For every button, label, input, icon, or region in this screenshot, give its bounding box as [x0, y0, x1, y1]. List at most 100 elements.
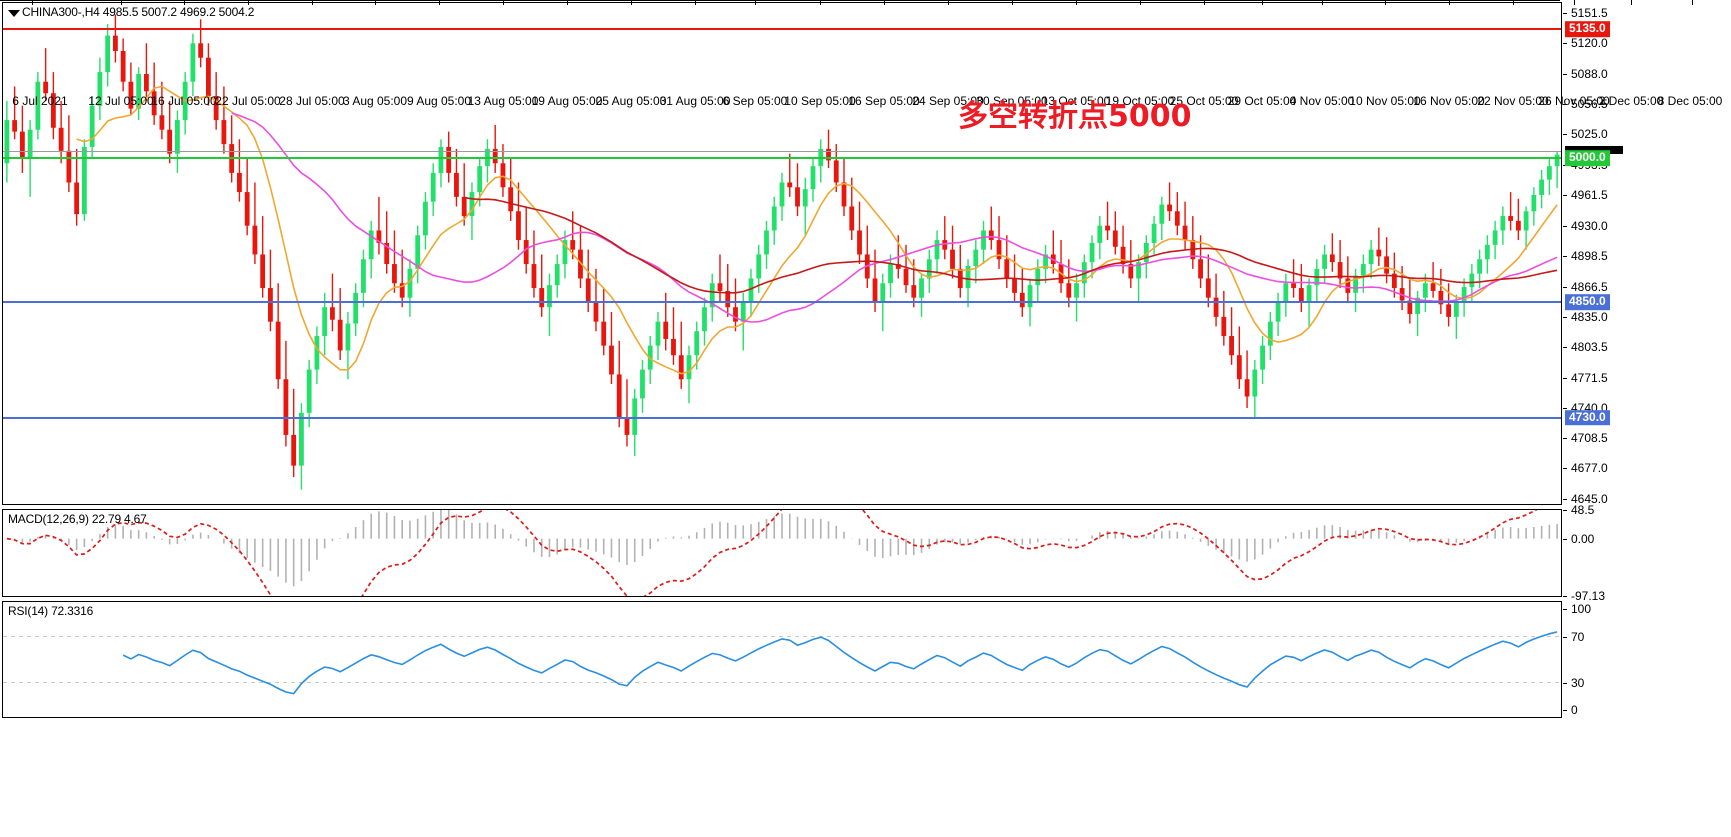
rsi-tick-label: 70 [1563, 630, 1584, 644]
time-tick-label: 10 Sep 05:00 [784, 94, 856, 108]
time-tick-mark [184, 0, 185, 5]
price-tick-label: 4771.5 [1563, 371, 1608, 385]
price-candles-svg [4, 14, 1560, 490]
price-tick-label: 4645.0 [1563, 492, 1608, 506]
symbol-title: CHINA300-,H4 4985.5 5007.2 4969.2 5004.2 [22, 5, 255, 19]
time-axis-line [0, 0, 1560, 1]
time-tick-label: 24 Sep 05:00 [912, 94, 984, 108]
time-tick-mark [948, 0, 949, 5]
rsi-plot-area[interactable] [3, 602, 1561, 717]
price-tick-label: 4930.0 [1563, 219, 1608, 233]
time-tick-mark [1262, 0, 1263, 5]
time-tick-label: 13 Oct 05:00 [1041, 94, 1111, 108]
last-price-marker [1565, 145, 1623, 154]
ma-fast-orange [76, 85, 1558, 375]
price-tick-label: 4961.5 [1563, 188, 1608, 202]
macd-tick-label: 48.5 [1563, 503, 1594, 517]
price-tick-label: 5056.5 [1563, 97, 1608, 111]
time-tick-label: 22 Nov 05:00 [1477, 94, 1549, 108]
time-tick-label: 12 Jul 05:00 [88, 94, 154, 108]
time-tick-mark [439, 0, 440, 5]
chevron-down-icon[interactable] [8, 10, 20, 17]
price-chart-panel[interactable]: 多空转折点5000 CHINA300-,H4 4985.5 5007.2 496… [2, 2, 1562, 505]
price-tick-label: 4803.5 [1563, 340, 1608, 354]
time-tick-label: 31 Aug 05:00 [659, 94, 731, 108]
ma-mid-magenta [231, 112, 1558, 323]
price-axis-scale[interactable]: 5151.55120.05088.05056.55025.04993.54961… [1563, 2, 1731, 506]
price-level-tag[interactable]: 5135.0 [1565, 21, 1610, 37]
symbol-header: CHINA300-,H4 4985.5 5007.2 4969.2 5004.2 [8, 5, 254, 19]
time-tick-label: 6 Sep 05:00 [722, 94, 788, 108]
time-tick-label: 29 Oct 05:00 [1227, 94, 1297, 108]
level-line-5000[interactable] [3, 157, 1561, 160]
time-tick-label: 16 Nov 05:00 [1413, 94, 1485, 108]
level-line-5135[interactable] [3, 27, 1561, 30]
time-tick-mark [1631, 0, 1632, 5]
time-tick-mark [695, 0, 696, 5]
level-line-4850[interactable] [3, 301, 1561, 304]
macd-series-svg [6, 510, 1558, 596]
time-tick-label: 10 Nov 05:00 [1349, 94, 1421, 108]
time-tick-mark [1076, 0, 1077, 5]
price-tick-label: 4898.5 [1563, 249, 1608, 263]
time-tick-mark [884, 0, 885, 5]
price-tick-label: 4866.5 [1563, 280, 1608, 294]
time-tick-label: 30 Sep 05:00 [976, 94, 1048, 108]
time-tick-label: 19 Aug 05:00 [531, 94, 603, 108]
macd-header-label: MACD(12,26,9) 22.79 4.67 [8, 512, 147, 526]
time-axis[interactable]: 6 Jul 2021 12 Jul 05:00 16 Jul 05:00 22 Jul… [0, 0, 1722, 108]
time-tick-label: 28 Jul 05:00 [279, 94, 345, 108]
time-tick-mark [32, 0, 33, 5]
time-tick-mark [1449, 0, 1450, 5]
chart-annotation-text: 多空转折点5000 [958, 99, 1192, 134]
time-tick-label: 9 Aug 05:00 [406, 94, 472, 108]
price-level-tag[interactable]: 5000.0 [1565, 150, 1610, 167]
time-tick-mark [1692, 0, 1693, 5]
time-tick-label: 3 Aug 05:00 [342, 94, 408, 108]
rsi-panel[interactable]: RSI(14) 72.3316 [2, 601, 1562, 718]
time-tick-label: 25 Oct 05:00 [1169, 94, 1239, 108]
time-tick-mark [1204, 0, 1205, 5]
time-tick-mark [755, 0, 756, 5]
macd-signal-line [6, 510, 1538, 596]
time-tick-mark [1140, 0, 1141, 5]
level-line-4730[interactable] [3, 416, 1561, 419]
price-level-tag[interactable]: 4850.0 [1565, 294, 1610, 311]
time-tick-mark [1574, 0, 1575, 5]
time-tick-mark [312, 0, 313, 5]
time-tick-label: 4 Nov 05:00 [1289, 94, 1355, 108]
time-tick-mark [1322, 0, 1323, 5]
price-tick-label: 4835.0 [1563, 310, 1608, 324]
price-tick-label: 5025.0 [1563, 127, 1608, 141]
time-tick-label: 16 Sep 05:00 [848, 94, 920, 108]
macd-plot-area[interactable] [3, 510, 1561, 596]
time-tick-mark [1012, 0, 1013, 5]
time-tick-label: 13 Aug 05:00 [467, 94, 539, 108]
time-tick-mark [375, 0, 376, 5]
time-tick-mark [248, 0, 249, 5]
price-plot-area[interactable]: 多空转折点5000 [3, 3, 1561, 504]
macd-histogram [13, 510, 1558, 587]
price-tick-label: 5088.0 [1563, 67, 1608, 81]
rsi-line [122, 631, 1558, 695]
macd-axis-scale[interactable]: 48.5 0.00 -97.13 [1563, 503, 1731, 603]
time-tick-mark [121, 0, 122, 5]
price-level-tag[interactable]: 4730.0 [1565, 409, 1610, 426]
time-tick-mark [820, 0, 821, 5]
price-tick-label: 5120.0 [1563, 36, 1608, 50]
rsi-tick-label: 0 [1563, 703, 1578, 717]
rsi-tick-label: 30 [1563, 676, 1584, 690]
time-tick-label: 2 Dec 05:00 [1598, 94, 1664, 108]
macd-panel[interactable]: MACD(12,26,9) 22.79 4.67 [2, 509, 1562, 597]
time-tick-label: 26 Nov 05:00 [1538, 94, 1610, 108]
time-tick-label: 16 Jul 05:00 [151, 94, 217, 108]
price-tick-label: 5151.5 [1563, 6, 1608, 20]
time-tick-mark [631, 0, 632, 5]
macd-tick-label: -97.13 [1563, 589, 1605, 603]
time-tick-label: 19 Oct 05:00 [1105, 94, 1175, 108]
price-tick-label: 4708.5 [1563, 431, 1608, 445]
last-price-line [3, 150, 1561, 152]
rsi-axis-scale[interactable]: 100 70 30 0 [1563, 601, 1731, 718]
price-tick-label: 4677.0 [1563, 461, 1608, 475]
rsi-header-label: RSI(14) 72.3316 [8, 604, 94, 618]
